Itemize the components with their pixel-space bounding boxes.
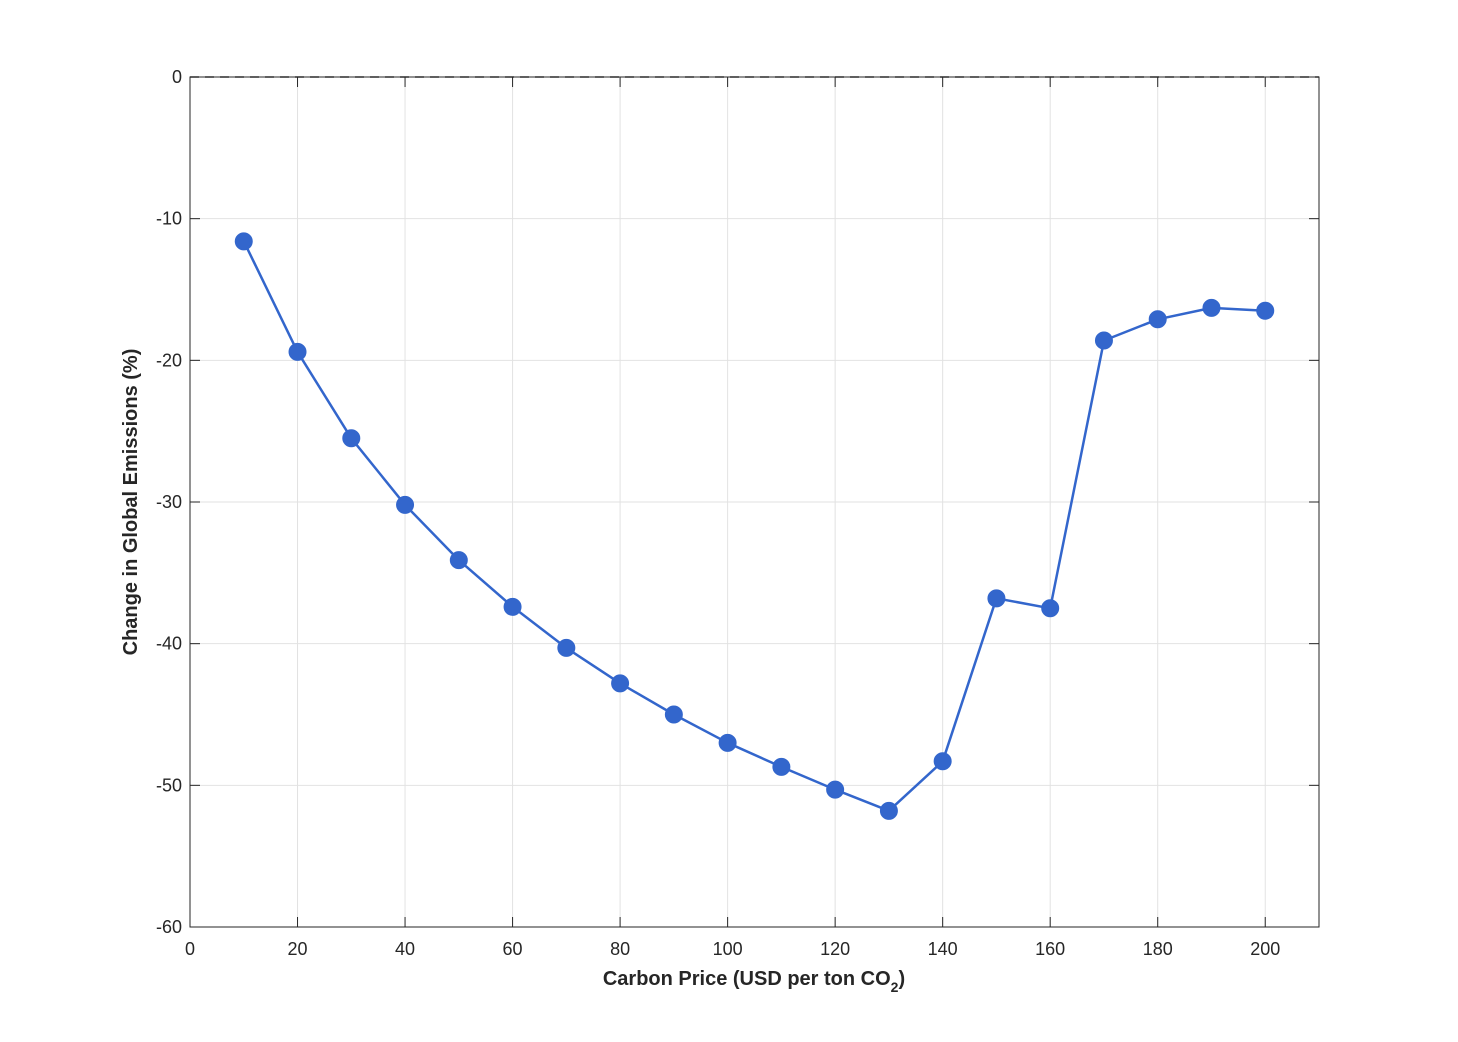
y-tick-label: 0: [172, 67, 182, 87]
data-point: [342, 429, 361, 448]
y-tick-label: -30: [156, 492, 182, 512]
x-tick-label: 180: [1143, 939, 1173, 959]
y-axis-ticks: -60 -50 -40 -30 -20 -10 0: [156, 67, 1319, 937]
y-tick-label: -40: [156, 634, 182, 654]
data-point: [611, 674, 630, 693]
x-tick-label: 40: [395, 939, 415, 959]
data-point: [449, 551, 468, 570]
data-point: [503, 597, 522, 616]
x-axis-label-subscript: 2: [891, 979, 899, 995]
data-point: [772, 757, 791, 776]
x-tick-label: 160: [1035, 939, 1065, 959]
y-tick-label: -10: [156, 209, 182, 229]
y-tick-label: -60: [156, 917, 182, 937]
data-point: [1202, 298, 1221, 317]
data-point: [718, 733, 737, 752]
x-tick-label: 140: [928, 939, 958, 959]
data-point: [1041, 599, 1060, 618]
y-tick-label: -50: [156, 775, 182, 795]
x-tick-label: 60: [503, 939, 523, 959]
series-layer: [234, 232, 1275, 820]
x-axis-ticks: 0 20 40 60 80 100 120 140 160 180 200: [185, 77, 1280, 959]
data-point: [1148, 310, 1167, 329]
y-tick-label: -20: [156, 350, 182, 370]
data-point: [288, 342, 307, 361]
x-tick-label: 200: [1250, 939, 1280, 959]
x-axis-label: Carbon Price (USD per ton CO2): [603, 968, 905, 995]
x-tick-label: 120: [820, 939, 850, 959]
data-point: [933, 752, 952, 771]
x-tick-label: 0: [185, 939, 195, 959]
data-point: [396, 495, 415, 514]
y-axis-label: Change in Global Emissions (%): [120, 349, 142, 656]
x-tick-label: 100: [713, 939, 743, 959]
data-point: [826, 780, 845, 799]
data-point: [987, 589, 1006, 608]
data-point: [664, 705, 683, 724]
x-axis-label-suffix: ): [898, 968, 905, 990]
data-point: [1094, 331, 1113, 350]
data-point: [879, 801, 898, 820]
data-point: [1256, 301, 1275, 320]
grid: [189, 76, 1319, 928]
x-tick-label: 80: [610, 939, 630, 959]
x-tick-label: 20: [288, 939, 308, 959]
x-axis-label-main: Carbon Price (USD per ton CO: [603, 968, 891, 990]
data-point: [234, 232, 253, 251]
series-line: [242, 240, 1266, 813]
data-point: [557, 638, 576, 657]
